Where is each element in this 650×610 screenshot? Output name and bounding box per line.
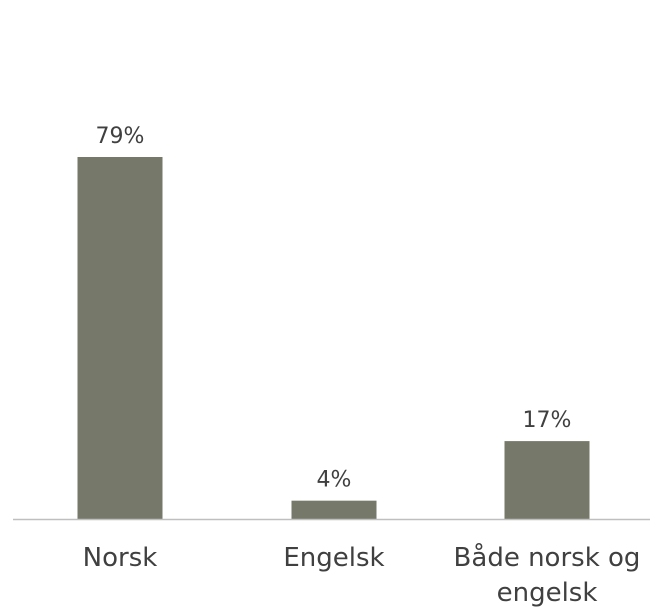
bars-group: [77, 157, 590, 519]
value-labels-group: 79% 4% 17%: [96, 124, 572, 493]
category-label-line: Både norsk og: [454, 542, 641, 573]
category-label-line: Norsk: [83, 543, 158, 573]
category-label-line: engelsk: [497, 578, 598, 608]
category-label-line: Engelsk: [283, 543, 384, 573]
bar-b-de-norsk-og-engelsk: [504, 441, 590, 519]
bar-engelsk: [291, 500, 377, 519]
category-label: Både norsk og engelsk: [454, 542, 641, 608]
value-label: 4%: [317, 468, 352, 493]
value-label: 79%: [96, 124, 145, 149]
value-label: 17%: [523, 408, 572, 433]
category-labels-group: Norsk Engelsk Både norsk og engelsk: [83, 542, 641, 608]
bar-norsk: [77, 157, 163, 519]
category-label: Engelsk: [283, 543, 384, 573]
category-label: Norsk: [83, 543, 158, 573]
